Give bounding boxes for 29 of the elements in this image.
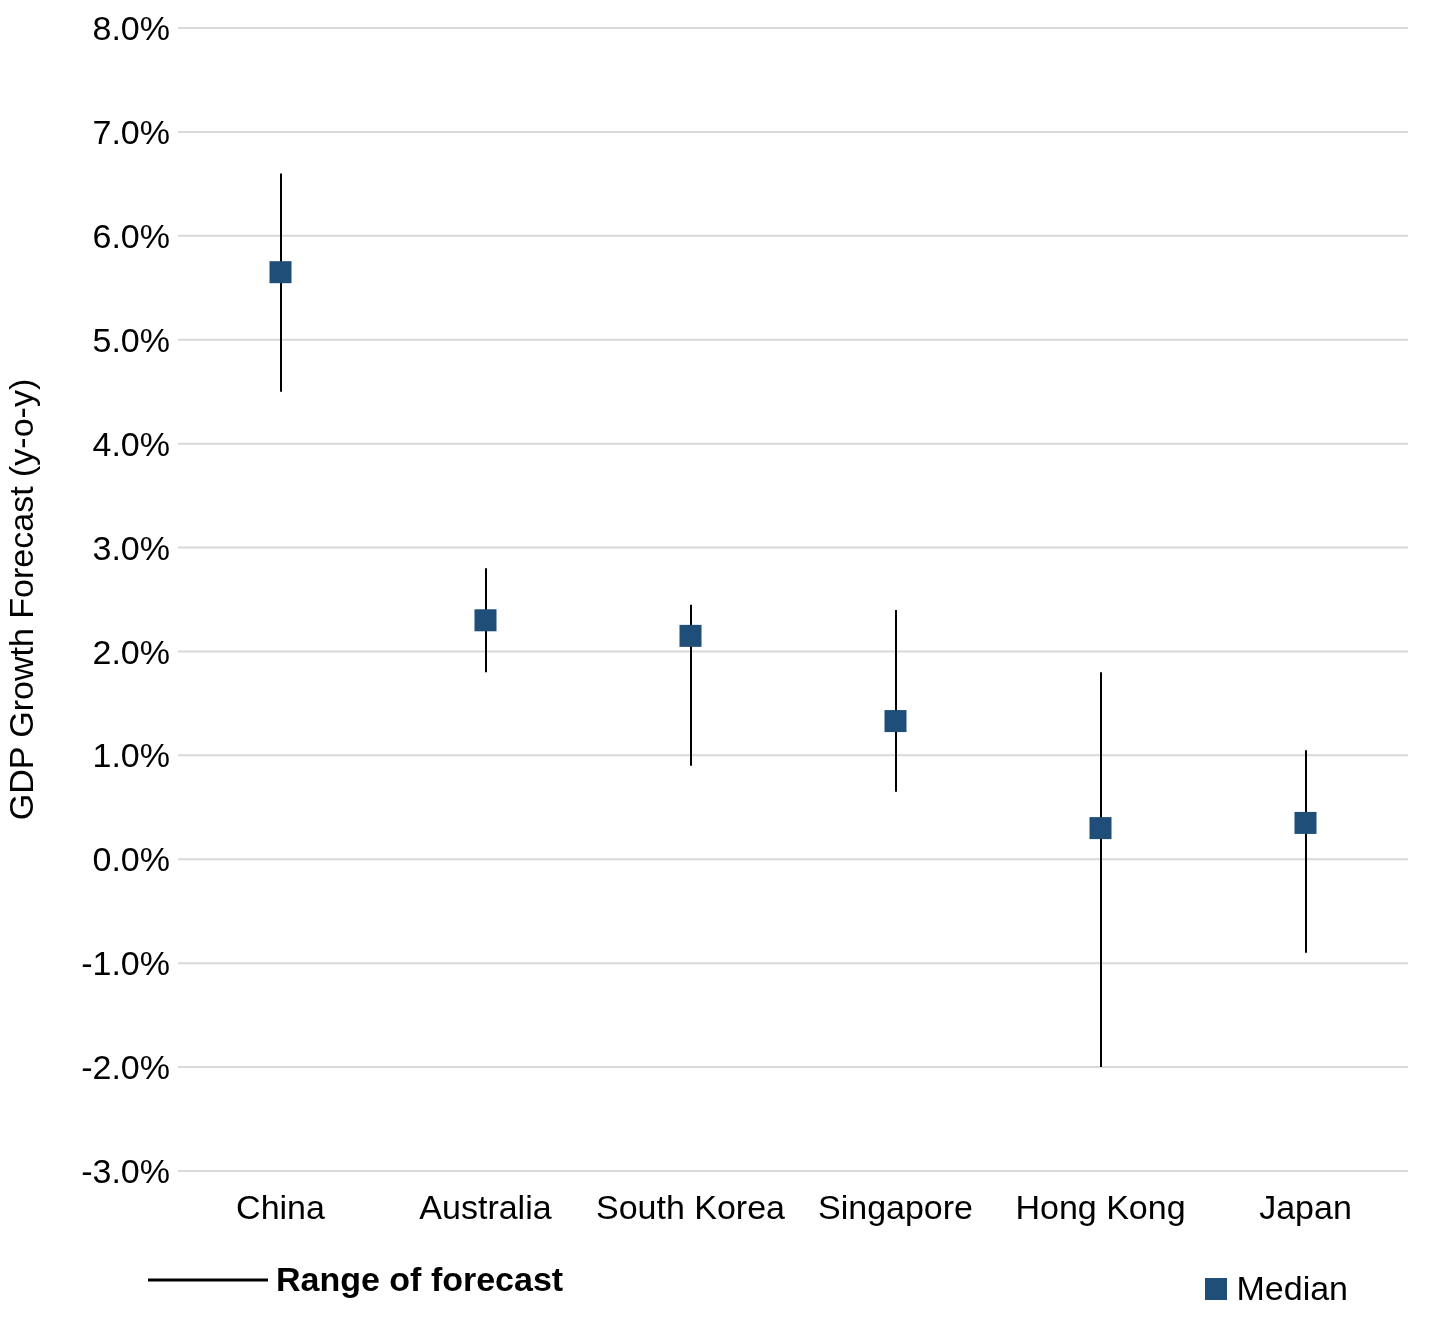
x-tick-label: Hong Kong bbox=[1015, 1188, 1186, 1227]
y-tick-label: 8.0% bbox=[92, 9, 170, 48]
x-tick-label: Singapore bbox=[817, 1188, 974, 1227]
x-tick-label: South Korea bbox=[595, 1188, 786, 1227]
point bbox=[474, 609, 497, 632]
y-tick-label: 5.0% bbox=[92, 320, 170, 359]
y-tick-label: -1.0% bbox=[81, 944, 170, 983]
y-tick-label: 1.0% bbox=[92, 736, 170, 775]
y-tick-label: 2.0% bbox=[92, 632, 170, 671]
legend-label: Range of forecast bbox=[276, 1260, 564, 1299]
point bbox=[884, 710, 907, 733]
y-tick-label: 4.0% bbox=[92, 424, 170, 463]
point bbox=[1089, 817, 1112, 840]
y-axis-title: GDP Growth Forecast (y-o-y) bbox=[2, 378, 41, 821]
point bbox=[679, 624, 702, 647]
y-tick-label: 3.0% bbox=[92, 528, 170, 567]
x-tick-label: Japan bbox=[1259, 1188, 1352, 1227]
point bbox=[1294, 811, 1317, 834]
x-tick-label: China bbox=[236, 1188, 325, 1227]
bar bbox=[280, 173, 282, 392]
y-tick-label: -2.0% bbox=[81, 1048, 170, 1087]
point bbox=[269, 261, 292, 284]
y-tick-label: 7.0% bbox=[92, 112, 170, 151]
y-tick-label: 6.0% bbox=[92, 216, 170, 255]
x-tick-label: Australia bbox=[419, 1188, 552, 1227]
bar bbox=[1100, 672, 1102, 1068]
y-tick-label: 0.0% bbox=[92, 840, 170, 879]
legend-label: Median bbox=[1236, 1269, 1348, 1308]
y-tick-label: -3.0% bbox=[81, 1152, 170, 1191]
